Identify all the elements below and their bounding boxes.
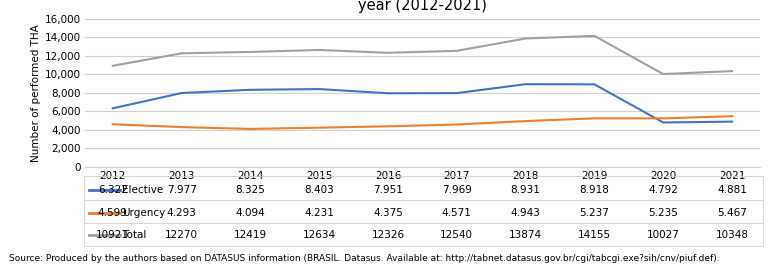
Text: 12326: 12326 (371, 230, 405, 240)
Text: 12419: 12419 (234, 230, 267, 240)
Text: 4.094: 4.094 (236, 207, 265, 218)
Title: Number of performed THA by character of attendance per
year (2012-2021): Number of performed THA by character of … (209, 0, 636, 13)
Text: 7.951: 7.951 (373, 185, 403, 195)
Text: 5.235: 5.235 (648, 207, 678, 218)
Text: 5.237: 5.237 (580, 207, 609, 218)
Text: 4.792: 4.792 (648, 185, 678, 195)
Text: 12634: 12634 (302, 230, 336, 240)
Text: 6.322: 6.322 (98, 185, 128, 195)
Text: 4.293: 4.293 (167, 207, 197, 218)
Text: 10348: 10348 (715, 230, 749, 240)
Text: 5.467: 5.467 (717, 207, 747, 218)
Text: 12270: 12270 (165, 230, 198, 240)
Text: 7.977: 7.977 (167, 185, 197, 195)
Text: 4.881: 4.881 (717, 185, 747, 195)
Text: 10921: 10921 (96, 230, 129, 240)
Text: 7.969: 7.969 (442, 185, 472, 195)
Text: 10027: 10027 (647, 230, 680, 240)
Text: 4.571: 4.571 (442, 207, 472, 218)
Text: Source: Produced by the authors based on DATASUS information (BRASIL. Datasus. A: Source: Produced by the authors based on… (9, 254, 720, 263)
Text: 13874: 13874 (509, 230, 542, 240)
Text: 4.231: 4.231 (305, 207, 334, 218)
Text: 8.403: 8.403 (305, 185, 334, 195)
Text: Elective: Elective (122, 185, 164, 195)
Text: 8.325: 8.325 (236, 185, 265, 195)
Text: 4.599: 4.599 (98, 207, 128, 218)
Text: 4.375: 4.375 (373, 207, 403, 218)
Y-axis label: Number of performed THA: Number of performed THA (31, 24, 41, 162)
Text: 8.918: 8.918 (580, 185, 609, 195)
Text: 4.943: 4.943 (511, 207, 540, 218)
Text: 14155: 14155 (578, 230, 611, 240)
Text: Urgency: Urgency (122, 207, 166, 218)
Text: Total: Total (122, 230, 146, 240)
Text: 12540: 12540 (440, 230, 474, 240)
Text: 8.931: 8.931 (511, 185, 540, 195)
